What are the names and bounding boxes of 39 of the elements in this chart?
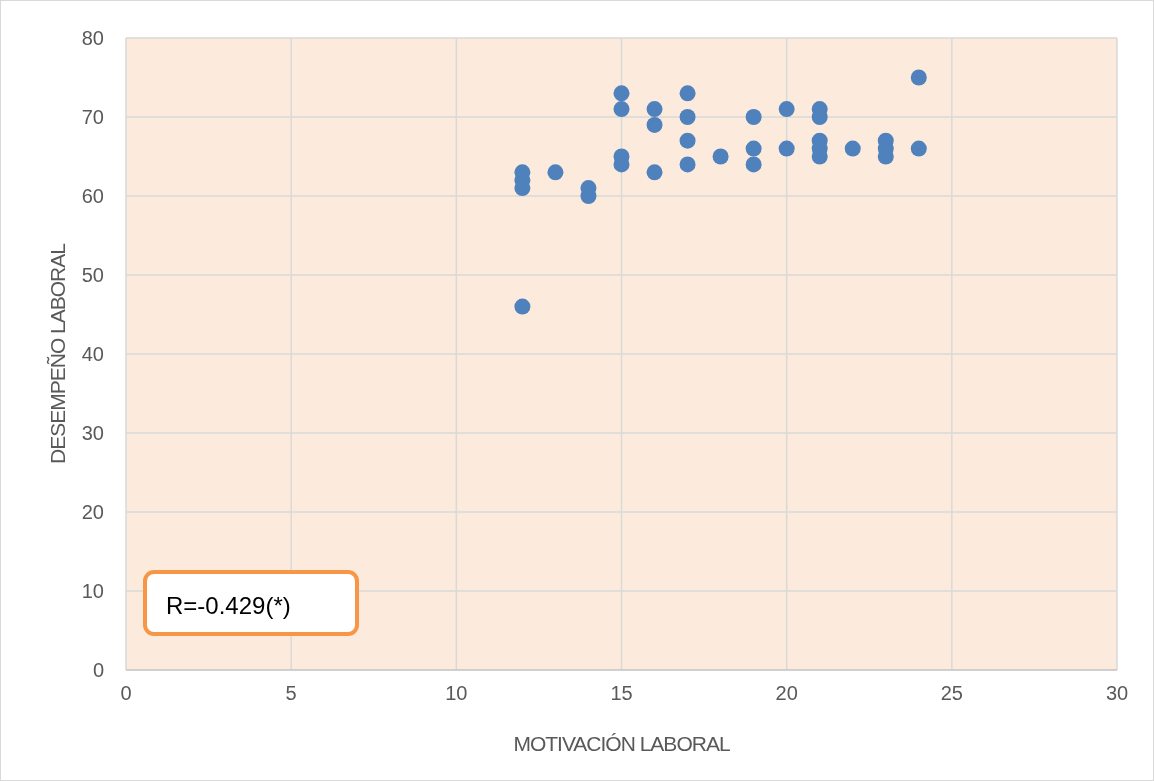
point	[613, 85, 630, 102]
point	[679, 109, 696, 125]
y-tick-label: 80	[81, 27, 104, 49]
point	[613, 101, 630, 118]
point	[679, 85, 696, 102]
point	[547, 164, 564, 181]
point	[514, 298, 531, 315]
x-tick-label: 25	[940, 682, 963, 704]
point	[712, 148, 729, 165]
point	[646, 116, 663, 133]
y-tick-label: 70	[81, 106, 104, 128]
point	[679, 156, 696, 173]
point	[844, 140, 861, 157]
y-axis-title: DESEMPEÑO LABORAL	[46, 243, 69, 464]
point	[646, 101, 663, 118]
y-tick-label: 30	[81, 422, 104, 444]
y-tick-label: 40	[81, 343, 104, 365]
x-tick-label: 30	[1105, 682, 1129, 704]
point	[646, 164, 663, 181]
point	[778, 101, 795, 118]
annotation: R=-0.429(*)	[166, 592, 291, 619]
x-tick-label: 0	[120, 682, 132, 704]
x-tick-label: 5	[285, 682, 297, 704]
x-tick-label: 10	[445, 682, 468, 704]
x-tick-label: 20	[775, 682, 798, 704]
point	[910, 69, 927, 86]
y-tick-label: 60	[81, 185, 104, 207]
x-tick-label: 15	[610, 682, 633, 704]
point	[910, 140, 927, 157]
point	[745, 140, 762, 157]
point	[745, 109, 762, 125]
x-axis-title: MOTIVACIÓN LABORAL	[513, 732, 730, 755]
y-tick-label: 20	[81, 501, 104, 523]
point	[745, 156, 762, 173]
y-tick-label: 0	[92, 659, 104, 681]
y-tick-label: 10	[81, 580, 104, 602]
point	[778, 140, 795, 157]
point	[679, 132, 696, 149]
y-tick-label: 50	[81, 264, 104, 286]
